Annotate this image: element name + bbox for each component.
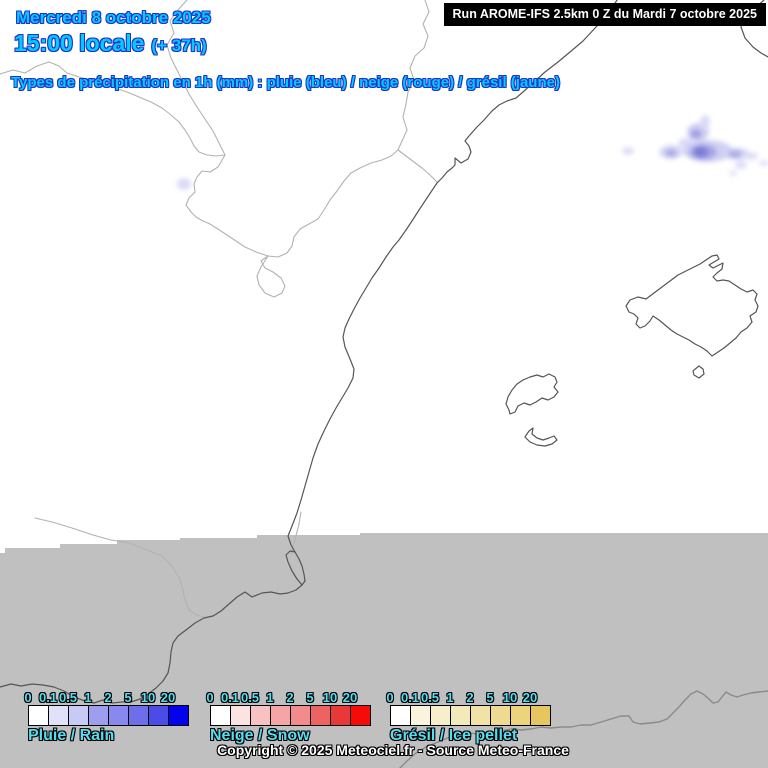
legend-tick: 0.5 xyxy=(420,690,440,705)
legend-swatch xyxy=(128,705,149,726)
legend-swatch xyxy=(430,705,451,726)
admin-border-left xyxy=(0,61,226,157)
legend-swatch xyxy=(350,705,371,726)
legend-ice-label: Grésil / Ice pellet xyxy=(390,727,518,744)
legend-tick: 0.5 xyxy=(58,690,78,705)
legend-snow: 0 0.1 0.5 1 2 5 10 20 Neige / Snow xyxy=(206,690,382,746)
legend-tick: 1 xyxy=(446,690,454,705)
legend-swatch xyxy=(450,705,471,726)
legend-swatch xyxy=(410,705,431,726)
legend-swatch xyxy=(108,705,129,726)
legend-swatch xyxy=(68,705,89,726)
legend-tick: 10 xyxy=(502,690,518,705)
admin-border-loop xyxy=(256,255,286,298)
island-ibiza xyxy=(505,373,559,415)
forecast-local-time: 15:00 locale xyxy=(14,30,145,56)
forecast-time: 15:00 locale (+ 37h) xyxy=(14,30,207,57)
legend-tick: 0 xyxy=(24,690,32,705)
legend-tick: 5 xyxy=(306,690,314,705)
precipitation-layer xyxy=(177,115,768,190)
legend-tick: 2 xyxy=(286,690,294,705)
precip-cell xyxy=(742,152,758,160)
legend-tick: 1 xyxy=(84,690,92,705)
legend-tick: 0 xyxy=(386,690,394,705)
legend-tick: 20 xyxy=(342,690,358,705)
legend-tick: 10 xyxy=(322,690,338,705)
precip-cell xyxy=(622,147,634,155)
coastline-africa xyxy=(399,690,768,768)
legend-swatch xyxy=(48,705,69,726)
model-run-info: Run AROME-IFS 2.5km 0 Z du Mardi 7 octob… xyxy=(443,3,766,26)
precip-cell xyxy=(735,161,747,169)
legend-tick: 5 xyxy=(124,690,132,705)
legend-tick: 0.1 xyxy=(38,690,58,705)
legend-tick: 0 xyxy=(206,690,214,705)
legend-snow-swatches xyxy=(210,705,371,726)
legend-tick: 2 xyxy=(466,690,474,705)
legend-tick: 0.5 xyxy=(240,690,260,705)
copyright-notice: Copyright © 2025 Meteociel.fr - Source M… xyxy=(217,742,569,758)
precip-cell xyxy=(700,115,710,129)
forecast-date: Mercredi 8 octobre 2025 xyxy=(16,8,211,27)
legend-swatch xyxy=(470,705,491,726)
legend-swatch xyxy=(230,705,251,726)
island-mallorca xyxy=(625,254,759,357)
legend-swatch xyxy=(28,705,49,726)
legend-rain: 0 0.1 0.5 1 2 5 10 20 Pluie / Rain xyxy=(24,690,200,746)
forecast-offset: (+ 37h) xyxy=(151,36,207,55)
legend-swatch xyxy=(270,705,291,726)
precip-cell xyxy=(665,149,677,157)
legend-swatch xyxy=(250,705,271,726)
coastline-spain xyxy=(287,0,618,553)
legend-swatch xyxy=(310,705,331,726)
legend-ice-pellet: 0 0.1 0.5 1 2 5 10 20 Grésil / Ice pellet xyxy=(386,690,562,746)
legend-rain-label: Pluie / Rain xyxy=(28,727,115,744)
island-cabrera xyxy=(692,365,705,379)
admin-border-north xyxy=(397,0,430,151)
legend-tick: 20 xyxy=(522,690,538,705)
precip-cell xyxy=(729,170,737,176)
legend-rain-swatches xyxy=(28,705,189,726)
legend-tick: 20 xyxy=(160,690,176,705)
precip-cell xyxy=(177,178,191,190)
model-domain-mask xyxy=(0,533,768,768)
precip-cell xyxy=(759,160,768,166)
map-title: Types de précipitation en 1h (mm) : plui… xyxy=(11,74,560,91)
legend-swatch xyxy=(390,705,411,726)
legend-swatch xyxy=(88,705,109,726)
legend-swatch xyxy=(530,705,551,726)
legend-swatch xyxy=(510,705,531,726)
legend-swatch xyxy=(330,705,351,726)
precip-cell xyxy=(728,150,742,158)
legend-swatch xyxy=(168,705,189,726)
legend-swatch xyxy=(210,705,231,726)
legend-swatch xyxy=(490,705,511,726)
admin-border-south xyxy=(34,517,205,618)
coastline-southeast xyxy=(0,584,303,704)
admin-border-murcia xyxy=(290,511,302,555)
legend-tick: 0.1 xyxy=(400,690,420,705)
legend-tick: 2 xyxy=(104,690,112,705)
legend-ice-swatches xyxy=(390,705,551,726)
island-formentera xyxy=(524,427,558,447)
legend-snow-label: Neige / Snow xyxy=(210,727,310,744)
legend-tick: 0.1 xyxy=(220,690,240,705)
legend-swatch xyxy=(290,705,311,726)
legend-tick: 10 xyxy=(140,690,156,705)
admin-border-west xyxy=(166,0,269,257)
lagoon-mar-menor xyxy=(285,550,306,586)
precip-cell xyxy=(695,148,705,156)
precip-cell xyxy=(690,129,702,139)
admin-border-to-coast xyxy=(397,149,438,183)
admin-border-inland xyxy=(267,149,399,258)
legend-tick: 1 xyxy=(266,690,274,705)
legend-tick: 5 xyxy=(486,690,494,705)
legend-swatch xyxy=(148,705,169,726)
